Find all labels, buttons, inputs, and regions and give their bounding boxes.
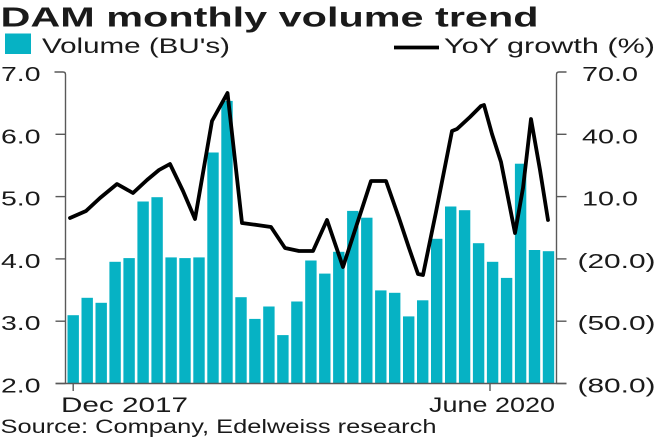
- svg-text:(50.0): (50.0): [578, 312, 656, 335]
- svg-text:(20.0): (20.0): [578, 250, 656, 273]
- svg-text:6.0: 6.0: [1, 125, 41, 148]
- svg-text:70.0: 70.0: [582, 63, 638, 86]
- svg-text:10.0: 10.0: [582, 188, 638, 211]
- svg-text:YoY growth (%): YoY growth (%): [444, 35, 655, 58]
- svg-text:3.0: 3.0: [1, 312, 41, 335]
- svg-text:June 2020: June 2020: [429, 393, 555, 417]
- svg-text:2.0: 2.0: [1, 375, 41, 398]
- svg-text:(80.0): (80.0): [578, 375, 656, 398]
- svg-text:Source: Company, Edelweiss res: Source: Company, Edelweiss research: [1, 417, 437, 438]
- svg-text:4.0: 4.0: [1, 250, 41, 273]
- svg-text:Dec 2017: Dec 2017: [61, 393, 188, 417]
- svg-text:DAM monthly volume trend: DAM monthly volume trend: [1, 2, 539, 33]
- svg-text:7.0: 7.0: [1, 63, 41, 86]
- svg-text:5.0: 5.0: [1, 188, 41, 211]
- svg-text:Volume (BU's): Volume (BU's): [42, 35, 230, 58]
- svg-text:40.0: 40.0: [582, 125, 638, 148]
